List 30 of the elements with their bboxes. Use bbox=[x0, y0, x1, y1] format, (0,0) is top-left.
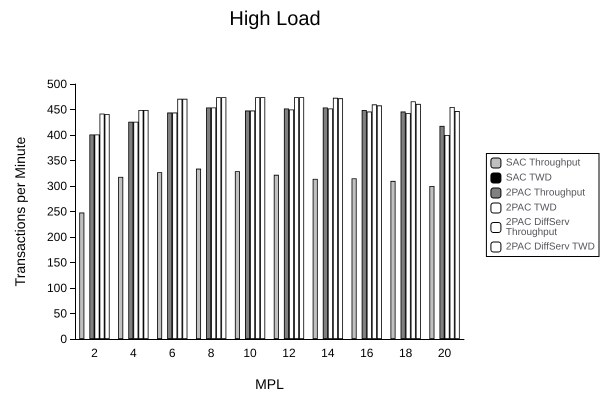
y-tick-label: 150 bbox=[46, 256, 68, 270]
y-tick-label: 450 bbox=[46, 102, 68, 116]
y-tick-label: 400 bbox=[46, 128, 68, 142]
legend-label: 2PAC Throughput bbox=[506, 188, 586, 198]
x-tick-label: 10 bbox=[243, 346, 258, 360]
x-tick-label: 6 bbox=[168, 346, 176, 360]
chart-title: High Load bbox=[229, 8, 321, 30]
y-tick-label: 350 bbox=[46, 154, 68, 168]
legend-label: 2PAC DiffServ TWD bbox=[506, 242, 595, 252]
x-tick-label: 12 bbox=[282, 346, 296, 360]
y-tick-label: 250 bbox=[46, 204, 68, 218]
x-axis-title: MPL bbox=[255, 376, 284, 392]
legend-label: SAC TWD bbox=[506, 172, 552, 184]
x-tick-label: 8 bbox=[208, 346, 215, 360]
y-tick-label: 50 bbox=[54, 306, 68, 320]
legend-label: SAC Throughput bbox=[506, 158, 580, 168]
legend-label: 2PAC TWD bbox=[506, 202, 557, 214]
y-tick-label: 0 bbox=[60, 332, 68, 346]
x-tick-label: 14 bbox=[321, 346, 335, 360]
y-tick-label: 500 bbox=[46, 77, 68, 91]
x-tick-label: 4 bbox=[130, 346, 138, 360]
y-axis-title: Transactions per Minute bbox=[12, 136, 28, 286]
y-tick-label: 100 bbox=[46, 281, 68, 295]
y-tick-label: 200 bbox=[46, 230, 68, 244]
x-tick-label: 18 bbox=[398, 346, 413, 360]
x-tick-label: 2 bbox=[91, 346, 98, 360]
legend-label: 2PAC DiffServ Throughput bbox=[506, 217, 572, 238]
x-tick-label: 20 bbox=[438, 346, 452, 360]
y-tick-label: 300 bbox=[46, 179, 68, 193]
x-tick-label: 16 bbox=[360, 346, 374, 360]
